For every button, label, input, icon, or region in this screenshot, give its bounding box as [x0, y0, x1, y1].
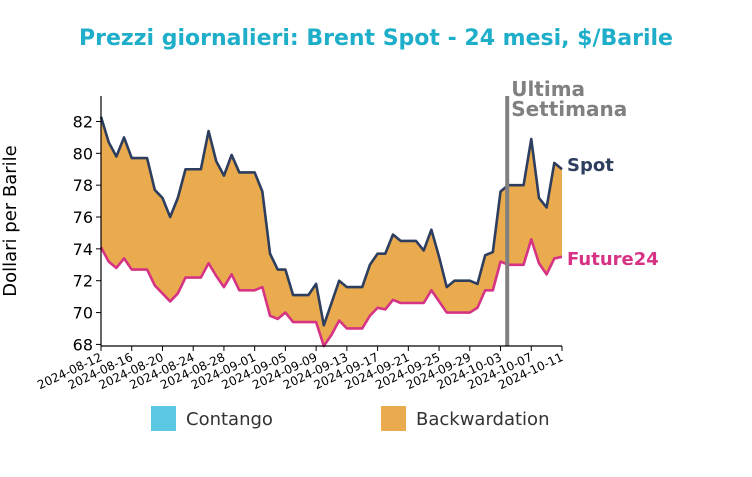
y-tick-label: 76	[73, 208, 93, 227]
y-axis-label: Dollari per Barile	[0, 145, 21, 297]
last-week-label-line2: Settimana	[511, 97, 627, 121]
legend: Contango Backwardation	[151, 406, 549, 431]
series-line-spot	[99, 116, 563, 327]
last-week-label-line1: Ultima	[511, 77, 585, 101]
y-tick-label: 82	[73, 112, 93, 131]
chart-title: Prezzi giornalieri: Brent Spot - 24 mesi…	[79, 26, 673, 51]
legend-swatch-backwardation	[381, 406, 406, 431]
legend-label-backwardation: Backwardation	[416, 409, 549, 430]
legend-swatch-contango	[151, 406, 176, 431]
y-tick-label: 72	[73, 272, 93, 291]
series-line-future24	[99, 238, 563, 348]
y-tick-label: 74	[73, 240, 93, 259]
series-label-spot: Spot	[567, 155, 614, 176]
series-label-future24: Future24	[567, 249, 659, 270]
legend-label-contango: Contango	[186, 409, 273, 430]
y-tick-label: 70	[73, 304, 93, 323]
y-tick-label: 68	[73, 335, 93, 354]
y-tick-label: 78	[73, 176, 93, 195]
y-tick-label: 80	[73, 144, 93, 163]
backwardation-area	[101, 116, 562, 346]
